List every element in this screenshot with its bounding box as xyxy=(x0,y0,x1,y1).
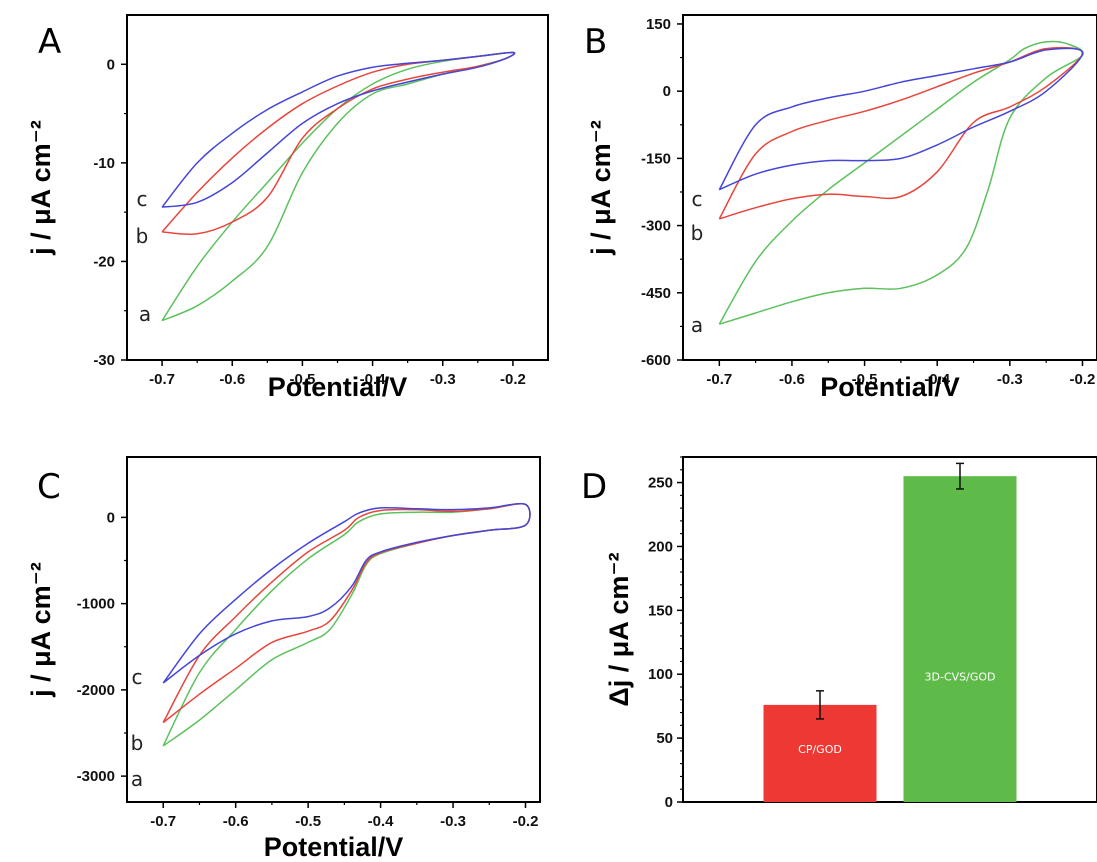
y-tick-label: 250 xyxy=(648,475,673,492)
panel-d: 0 50 100 150 200 250 CP/GOD 3D-CVS/GOD Δj / μA c… xyxy=(581,456,1097,811)
x-tick-label: -0.4 xyxy=(360,371,387,388)
x-tick-label: -0.5 xyxy=(852,371,878,388)
series-c-line xyxy=(162,502,531,684)
panel-a: -0.7 -0.6 -0.5 -0.4 -0.3 -0.2 0 -10 -20 -30 a bc Pot… xyxy=(26,14,549,402)
curve-label-b: b xyxy=(136,224,149,248)
bar-label: CP/GOD xyxy=(798,743,842,756)
series-b-line xyxy=(162,503,531,724)
curve-label-b: b xyxy=(131,731,144,755)
curve-label-c: c xyxy=(692,187,703,211)
y-axis-title: j / μA cm⁻² xyxy=(26,120,56,256)
series-a-line xyxy=(718,40,1084,325)
panel-letter: C xyxy=(37,467,61,507)
bar-3d-cvs-god xyxy=(903,476,1017,802)
x-tick-label: -0.5 xyxy=(295,813,321,830)
plot-frame xyxy=(126,14,549,361)
y-tick-label: -300 xyxy=(641,218,671,235)
curve-label-c: c xyxy=(137,187,148,211)
plot-frame xyxy=(682,14,1097,361)
x-tick-label: -0.4 xyxy=(924,371,951,388)
y-tick-label: -150 xyxy=(641,150,671,167)
y-tick-label: -30 xyxy=(93,352,115,369)
x-axis-title: Potential/V xyxy=(268,372,408,402)
y-axis-title: j / μA cm⁻² xyxy=(586,120,616,256)
y-tick-label: 0 xyxy=(663,83,671,100)
bar-cp-god xyxy=(763,704,877,802)
x-tick-label: -0.5 xyxy=(289,371,315,388)
y-tick-label: 0 xyxy=(107,509,115,526)
curve-label-b: b xyxy=(691,221,704,245)
curve-label-a: a xyxy=(131,767,143,791)
x-axis-title: Potential/V xyxy=(264,832,404,862)
y-tick-label: 150 xyxy=(646,16,671,33)
x-tick-label: -0.2 xyxy=(513,813,539,830)
panel-c: -0.7 -0.6 -0.5 -0.4 -0.3 -0.2 0 -1000 -2000 -3000… xyxy=(26,456,541,862)
series-a-line xyxy=(161,51,516,322)
series-b-line xyxy=(718,46,1084,220)
x-tick-label: -0.6 xyxy=(223,813,249,830)
series-c-line xyxy=(718,47,1084,191)
curve-label-a: a xyxy=(691,313,703,337)
series-b-line xyxy=(161,51,516,236)
panel-b: -0.7 -0.6 -0.5 -0.4 -0.3 -0.2 150 0 -150 -300 -450… xyxy=(584,14,1097,402)
x-tick-label: -0.4 xyxy=(368,813,395,830)
x-tick-label: -0.7 xyxy=(150,813,176,830)
series-c-line xyxy=(161,51,516,208)
x-tick-label: -0.3 xyxy=(430,371,456,388)
x-axis-title: Potential/V xyxy=(820,372,960,402)
y-tick-label: -3000 xyxy=(77,768,115,785)
y-tick-label: 0 xyxy=(107,56,115,73)
y-tick-label: 150 xyxy=(648,602,673,619)
y-tick-label: -600 xyxy=(641,352,671,369)
y-tick-label: -20 xyxy=(93,253,115,270)
plot-frame xyxy=(682,456,1097,803)
bar-label: 3D-CVS/GOD xyxy=(925,671,996,684)
x-tick-label: -0.7 xyxy=(706,371,732,388)
y-tick-label: -2000 xyxy=(77,682,115,699)
x-tick-label: -0.3 xyxy=(997,371,1023,388)
y-tick-label: 200 xyxy=(648,538,673,555)
panel-letter: B xyxy=(584,22,607,62)
curve-label-c: c xyxy=(132,665,143,689)
x-tick-label: -0.6 xyxy=(779,371,805,388)
x-tick-label: -0.6 xyxy=(219,371,245,388)
y-tick-label: -1000 xyxy=(77,596,115,613)
x-tick-label: -0.3 xyxy=(440,813,466,830)
panel-letter: D xyxy=(581,467,607,507)
x-tick-label: -0.2 xyxy=(500,371,526,388)
curve-label-a: a xyxy=(139,302,151,326)
plot-frame xyxy=(126,456,541,803)
y-tick-label: -10 xyxy=(93,155,115,172)
y-tick-label: -450 xyxy=(641,285,671,302)
y-tick-label: 100 xyxy=(648,666,673,683)
x-tick-label: -0.2 xyxy=(1070,371,1096,388)
panel-letter: A xyxy=(38,22,61,62)
y-axis-title: Δj / μA cm⁻² xyxy=(604,552,634,706)
x-tick-label: -0.7 xyxy=(149,371,175,388)
series-a-line xyxy=(162,503,531,747)
y-tick-label: 0 xyxy=(665,794,673,811)
y-axis-title: j / μA cm⁻² xyxy=(26,562,56,698)
y-tick-label: 50 xyxy=(656,730,673,747)
